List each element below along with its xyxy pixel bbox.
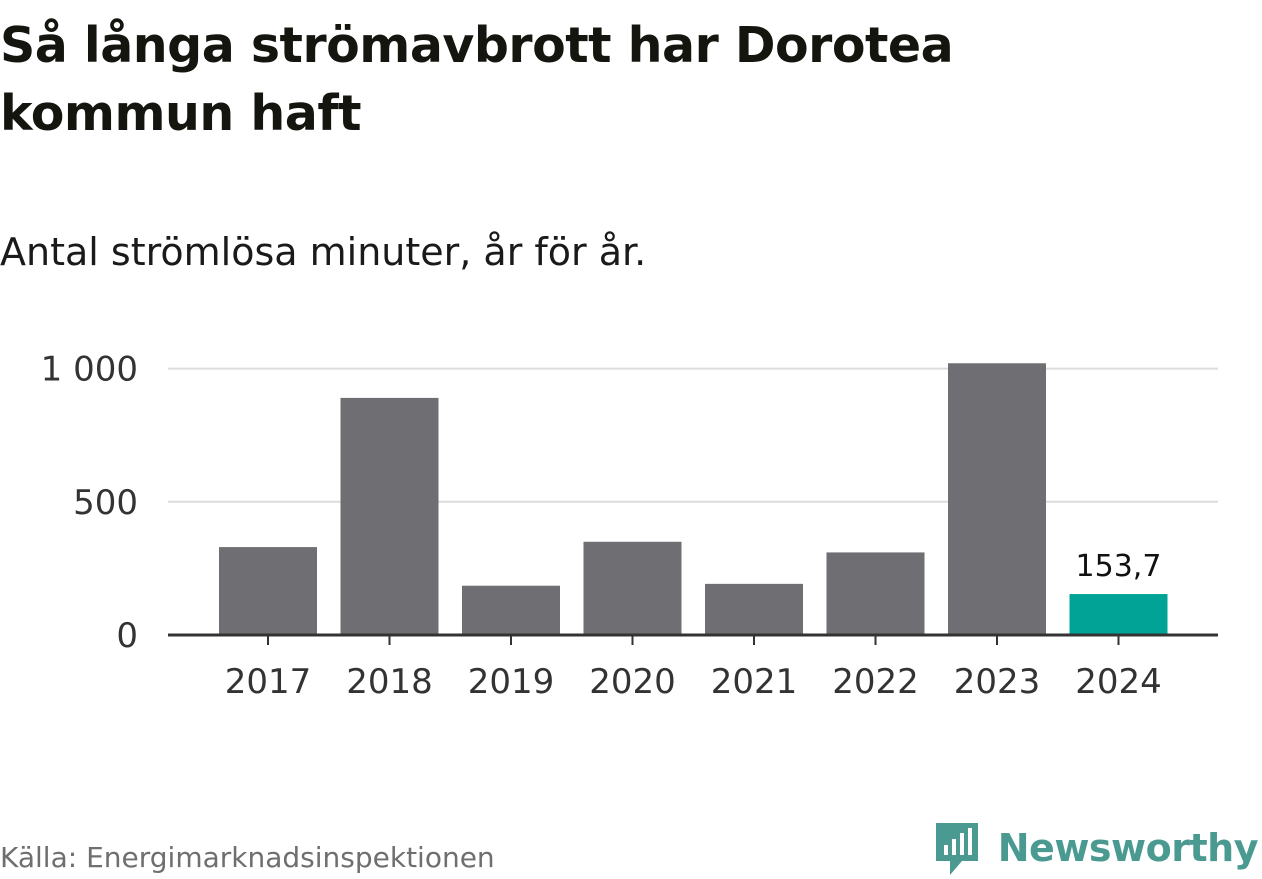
bar [583, 541, 682, 635]
chart-subtitle: Antal strömlösa minuter, år för år. [0, 230, 647, 274]
bar [340, 397, 439, 635]
bar-chart: 0 500 1 000 2017 2018 2019 2020 2021 2022 2023 202… [41, 350, 1218, 702]
x-tick-label: 2021 [711, 662, 798, 702]
y-tick-label: 0 [116, 616, 138, 656]
bar [462, 585, 560, 635]
newsworthy-logo-icon [935, 823, 978, 875]
x-tick-label: 2024 [1075, 662, 1162, 702]
bar [219, 547, 317, 635]
data-label: 153,7 [1076, 549, 1162, 584]
y-tick-label: 1 000 [41, 350, 138, 390]
source-note: Källa: Energimarknadsinspektionen [0, 841, 495, 874]
x-tick-label: 2017 [225, 662, 312, 702]
bar [705, 583, 803, 635]
bar [1069, 594, 1168, 635]
bar [826, 552, 925, 635]
chart-title: Så långa strömavbrott har Dorotea kommun… [0, 17, 954, 142]
brand-logo: Newsworthy [932, 818, 1259, 878]
brand-name: Newsworthy [997, 826, 1259, 870]
x-tick-label: 2023 [954, 662, 1041, 702]
x-tick-label: 2020 [589, 662, 676, 702]
bar [948, 363, 1046, 635]
x-tick-label: 2018 [346, 662, 433, 702]
x-tick-label: 2019 [468, 662, 555, 702]
y-tick-label: 500 [73, 483, 138, 523]
x-tick-label: 2022 [832, 662, 919, 702]
